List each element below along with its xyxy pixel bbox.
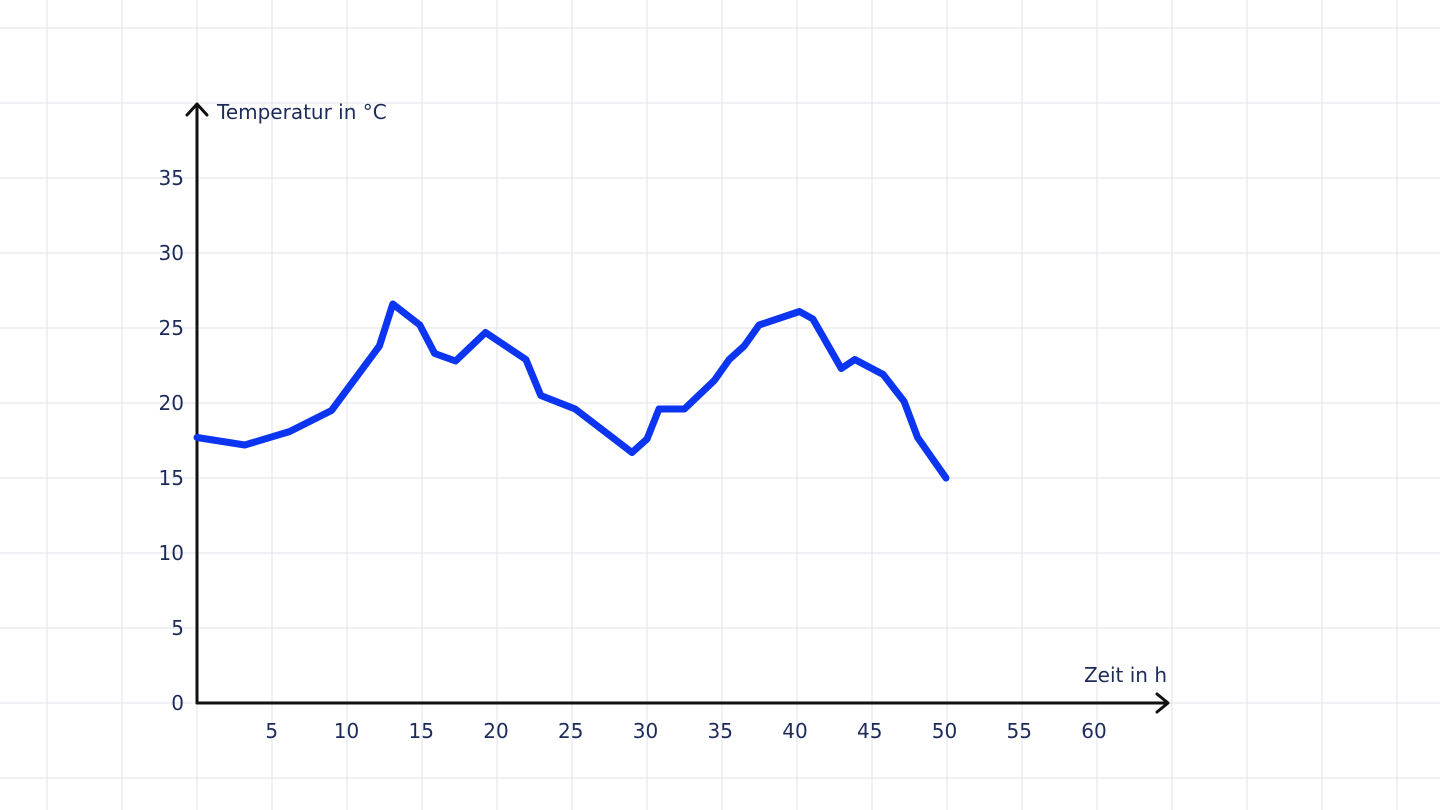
x-axis-title: Zeit in h [1084,663,1167,687]
x-tick-label: 55 [1007,719,1032,743]
y-tick-label: 10 [159,541,184,565]
temperature-line [193,300,950,482]
y-axis-arrowhead [185,102,209,117]
x-tick-label: 40 [782,719,807,743]
x-tick-label: 60 [1081,719,1106,743]
x-tick-label: 10 [334,719,359,743]
x-tick-label: 20 [483,719,508,743]
x-tick-labels: 5 10 15 20 25 30 35 40 45 50 55 60 [265,719,1106,743]
y-tick-label: 15 [159,466,184,490]
data-series [193,300,950,482]
y-tick-label: 0 [171,691,184,715]
y-tick-label: 20 [159,391,184,415]
x-tick-label: 45 [857,719,882,743]
y-tick-labels: 0 5 10 15 20 25 30 35 [159,166,184,715]
axes [185,102,1170,714]
y-axis-title: Temperatur in °C [216,100,387,124]
y-tick-label: 25 [159,316,184,340]
y-tick-label: 30 [159,241,184,265]
x-tick-label: 15 [409,719,434,743]
y-tick-label: 35 [159,166,184,190]
x-tick-label: 35 [708,719,733,743]
x-tick-label: 30 [633,719,658,743]
x-tick-label: 25 [558,719,583,743]
x-tick-label: 50 [932,719,957,743]
y-tick-label: 5 [171,616,184,640]
x-axis-arrowhead [1155,692,1170,714]
x-tick-label: 5 [265,719,278,743]
